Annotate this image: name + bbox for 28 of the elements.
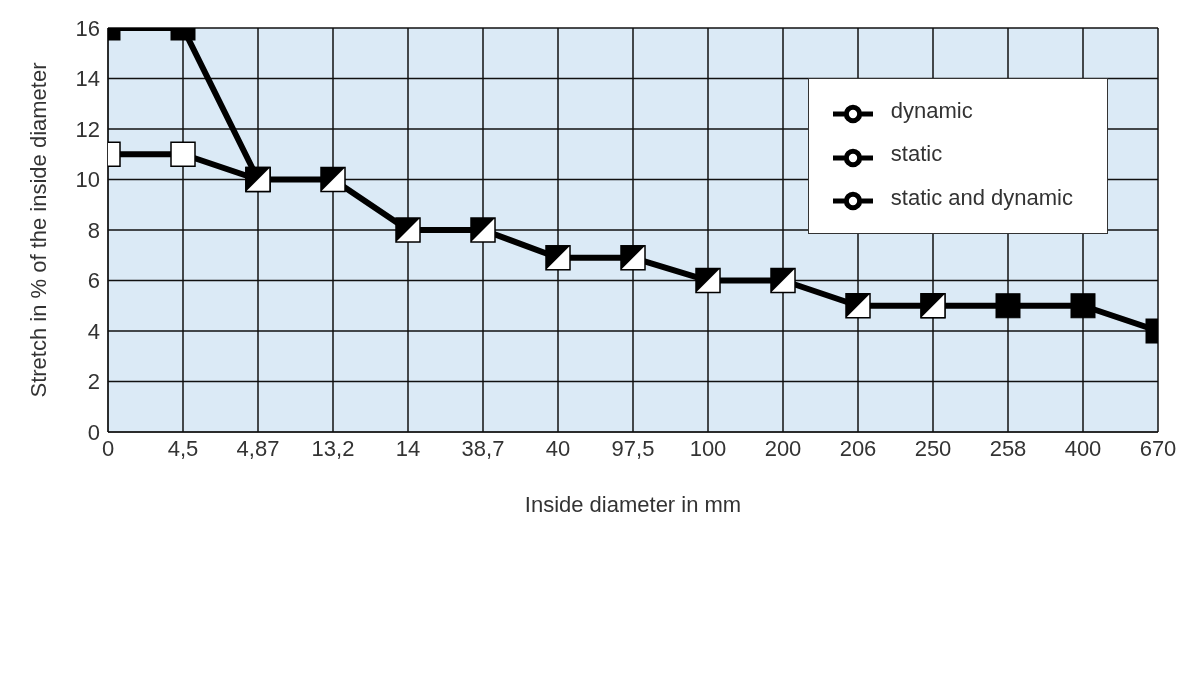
x-tick-label: 258: [989, 435, 1027, 461]
x-tick-label: 14: [395, 435, 421, 461]
y-tick-label: 0: [87, 419, 100, 445]
x-tick-label: 38,7: [461, 435, 505, 461]
y-tick-label: 12: [75, 116, 100, 142]
x-tick-label: 200: [764, 435, 802, 461]
x-tick-label: 250: [914, 435, 952, 461]
y-tick-label: 10: [75, 167, 100, 193]
x-tick-label: 4,87: [236, 435, 280, 461]
y-tick-label: 2: [87, 369, 100, 395]
y-tick-label: 4: [87, 318, 100, 344]
y-axis-title: Stretch in % of the inside diameter: [25, 62, 51, 398]
x-tick-label: 4,5: [167, 435, 199, 461]
x-tick-label: 97,5: [611, 435, 655, 461]
legend-label: dynamic: [890, 98, 973, 123]
x-axis-title: Inside diameter in mm: [524, 492, 742, 518]
y-tick-label: 8: [87, 217, 100, 243]
x-tick-label: 40: [545, 435, 571, 461]
x-tick-label: 13,2: [311, 435, 355, 461]
legend-label: static and dynamic: [890, 184, 1073, 210]
y-tick-label: 14: [75, 66, 100, 92]
legend-label: static: [890, 141, 943, 167]
x-tick-label: 100: [689, 435, 727, 461]
y-tick-label: 16: [75, 15, 100, 41]
x-tick-label: 400: [1064, 435, 1102, 461]
x-tick-label: 670: [1139, 435, 1177, 461]
x-tick-label: 206: [839, 435, 877, 461]
y-tick-label: 6: [87, 268, 100, 294]
